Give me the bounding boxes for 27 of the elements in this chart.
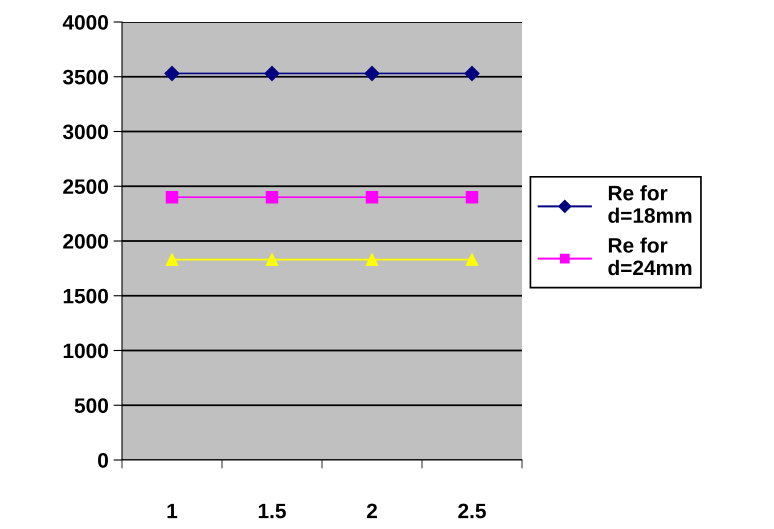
y-tick-label: 2500 xyxy=(63,179,108,194)
y-tick-label: 4000 xyxy=(62,15,108,30)
x-tick-label: 1.5 xyxy=(258,504,286,518)
point xyxy=(266,190,278,204)
point xyxy=(466,253,478,266)
y-tick-label: 3000 xyxy=(62,124,108,140)
legend-label: Re for d=18mm xyxy=(608,185,692,223)
y-tick-label: 3500 xyxy=(62,70,108,85)
point xyxy=(464,66,480,82)
point xyxy=(164,66,180,82)
point xyxy=(466,190,478,204)
point xyxy=(166,253,178,266)
legend-label: Re for d=24mm xyxy=(608,237,692,276)
y-tick-label: 500 xyxy=(74,398,108,414)
x-tick-label: 1 xyxy=(168,504,178,518)
y-tick-label: 2000 xyxy=(63,234,108,249)
point xyxy=(166,190,178,204)
y-tick-label: 1000 xyxy=(64,344,108,358)
point xyxy=(366,190,378,204)
y-tick-label: 0 xyxy=(98,453,108,468)
point xyxy=(264,66,280,82)
y-tick-label: 1500 xyxy=(64,288,108,304)
x-tick-label: 2.5 xyxy=(458,504,486,518)
point xyxy=(366,253,378,266)
point xyxy=(364,66,380,82)
x-tick-label: 2 xyxy=(366,504,377,518)
point xyxy=(266,253,278,266)
